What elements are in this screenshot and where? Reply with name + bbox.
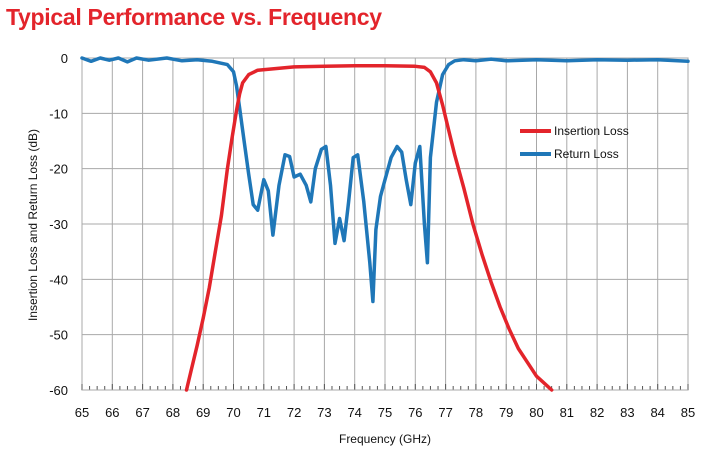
x-tick-label: 70 [226, 405, 240, 420]
x-tick-label: 66 [105, 405, 119, 420]
y-tick-label: -50 [49, 328, 68, 343]
x-tick-label: 83 [620, 405, 634, 420]
x-tick-label: 84 [650, 405, 664, 420]
x-tick-label: 71 [257, 405, 271, 420]
series-line-return-loss [80, 56, 690, 304]
x-tick-label: 67 [135, 405, 149, 420]
x-tick-label: 85 [681, 405, 695, 420]
x-tick-label: 78 [469, 405, 483, 420]
x-tick-label: 68 [166, 405, 180, 420]
y-axis-title: Insertion Loss and Return Loss (dB) [26, 129, 40, 321]
legend-label-return-loss: Return Loss [554, 147, 619, 161]
x-tick-label: 72 [287, 405, 301, 420]
series-line-insertion-loss [184, 63, 554, 392]
x-tick-label: 81 [560, 405, 574, 420]
x-tick-label: 73 [317, 405, 331, 420]
y-tick-label: -60 [49, 383, 68, 398]
y-tick-label: -30 [49, 217, 68, 232]
y-tick-label: -10 [49, 106, 68, 121]
tick-layer: 65 66 67 68 69 70 71 72 73 74 75 76 77 78 79 80 81 82 83 84… [49, 51, 695, 420]
legend-label-insertion-loss: Insertion Loss [554, 124, 629, 138]
x-tick-label: 74 [347, 405, 361, 420]
x-tick-label: 80 [529, 405, 543, 420]
legend: Insertion Loss Return Loss [520, 124, 629, 161]
x-tick-label: 69 [196, 405, 210, 420]
y-tick-label: -20 [49, 162, 68, 177]
x-tick-label: 82 [590, 405, 604, 420]
x-axis-title: Frequency (GHz) [339, 432, 431, 446]
x-tick-label: 76 [408, 405, 422, 420]
x-tick-label: 77 [438, 405, 452, 420]
y-tick-label: 0 [61, 51, 68, 66]
x-tick-label: 75 [378, 405, 392, 420]
chart-title: Typical Performance vs. Frequency [6, 4, 382, 30]
y-tick-label: -40 [49, 272, 68, 287]
series-layer [80, 56, 690, 392]
x-tick-label: 79 [499, 405, 513, 420]
x-tick-label: 65 [75, 405, 89, 420]
grid-layer [81, 57, 689, 391]
